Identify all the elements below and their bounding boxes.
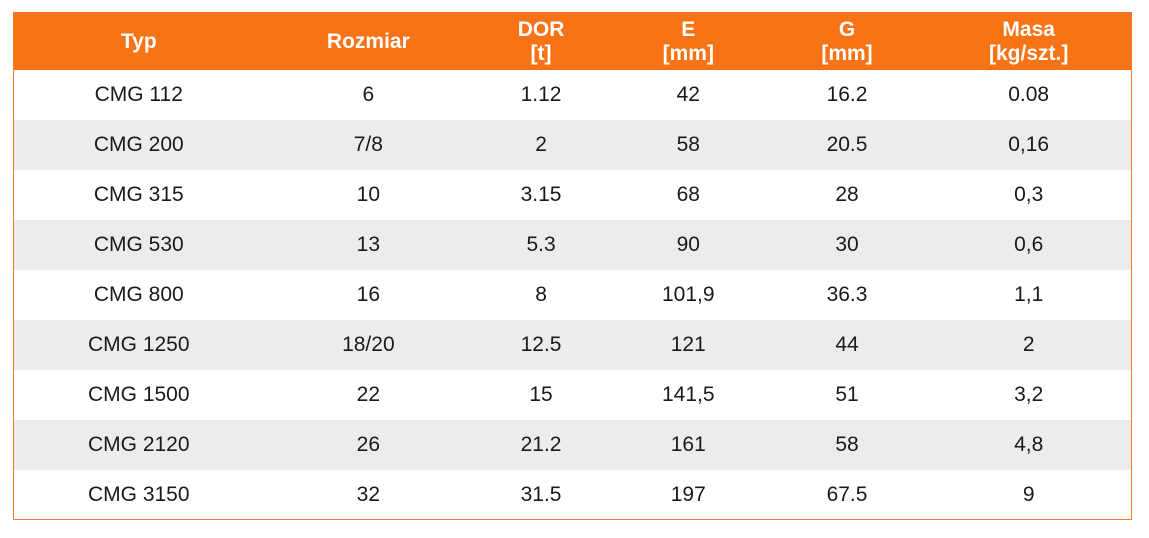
cell-typ: CMG 1250 — [88, 333, 190, 356]
cell-rozmiar: 18/20 — [342, 333, 395, 356]
table-row: CMG 315 10 3.15 68 28 0,3 — [14, 170, 1131, 220]
header-typ: Typ — [14, 13, 264, 70]
header-masa: Masa [kg/szt.] — [926, 13, 1131, 70]
cell-g: 28 — [835, 183, 859, 206]
header-rozmiar-label: Rozmiar — [326, 29, 410, 53]
cell-masa: 4,8 — [1014, 433, 1044, 456]
header-g-unit: [mm] — [821, 41, 873, 65]
cell-dor: 5.3 — [526, 233, 556, 256]
cell-rozmiar: 13 — [356, 233, 381, 256]
cell-e: 58 — [676, 133, 700, 156]
header-dor-label: DOR — [517, 17, 565, 41]
header-g: G [mm] — [768, 13, 927, 70]
header-e: E [mm] — [609, 13, 768, 70]
cell-typ: CMG 800 — [93, 283, 184, 306]
header-rozmiar: Rozmiar — [264, 13, 474, 70]
cell-masa: 0,16 — [1008, 133, 1050, 156]
cell-e: 68 — [676, 183, 700, 206]
cell-rozmiar: 16 — [356, 283, 381, 306]
table-row: CMG 3150 32 31.5 197 67.5 9 — [14, 470, 1131, 520]
cell-typ: CMG 2120 — [88, 433, 190, 456]
cell-typ: CMG 1500 — [88, 383, 190, 406]
cell-e: 197 — [670, 483, 706, 506]
header-dor: DOR [t] — [473, 13, 609, 70]
specification-table: Typ Rozmiar DOR [t] E [mm] G [mm] Masa [… — [13, 12, 1132, 520]
header-g-label: G — [838, 17, 856, 41]
table-row: CMG 1250 18/20 12.5 121 44 2 — [14, 320, 1131, 370]
table-row: CMG 2120 26 21.2 161 58 4,8 — [14, 420, 1131, 470]
cell-masa: 9 — [1022, 483, 1035, 506]
cell-e: 141,5 — [662, 383, 715, 406]
header-masa-unit: [kg/szt.] — [989, 41, 1069, 65]
cell-typ: CMG 3150 — [88, 483, 190, 506]
cell-g: 36.3 — [826, 283, 868, 306]
table-row: CMG 1500 22 15 141,5 51 3,2 — [14, 370, 1131, 420]
cell-dor: 21.2 — [520, 433, 562, 456]
cell-e: 90 — [676, 233, 700, 256]
header-masa-label: Masa — [1002, 17, 1055, 41]
cell-e: 161 — [670, 433, 706, 456]
header-typ-label: Typ — [120, 29, 157, 53]
cell-e: 101,9 — [662, 283, 715, 306]
cell-rozmiar: 10 — [356, 183, 381, 206]
cell-g: 51 — [835, 383, 859, 406]
cell-rozmiar: 32 — [356, 483, 381, 506]
cell-g: 30 — [835, 233, 859, 256]
table-row: CMG 200 7/8 2 58 20.5 0,16 — [14, 120, 1131, 170]
cell-typ: CMG 200 — [93, 133, 184, 156]
table-row: CMG 112 6 1.12 42 16.2 0.08 — [14, 70, 1131, 120]
cell-dor: 1.12 — [520, 83, 562, 106]
cell-dor: 8 — [535, 283, 547, 306]
cell-rozmiar: 7/8 — [353, 133, 383, 156]
cell-typ: CMG 530 — [93, 233, 184, 256]
cell-g: 20.5 — [826, 133, 868, 156]
table-row: CMG 530 13 5.3 90 30 0,6 — [14, 220, 1131, 270]
cell-dor: 31.5 — [520, 483, 562, 506]
header-dor-unit: [t] — [530, 41, 552, 65]
cell-typ: CMG 315 — [93, 183, 184, 206]
cell-dor: 12.5 — [520, 333, 562, 356]
cell-masa: 0.08 — [1008, 83, 1050, 106]
cell-masa: 1,1 — [1014, 283, 1044, 306]
cell-g: 44 — [835, 333, 859, 356]
cell-g: 58 — [835, 433, 859, 456]
cell-g: 16.2 — [826, 83, 868, 106]
cell-dor: 15 — [529, 383, 553, 406]
cell-rozmiar: 6 — [362, 83, 375, 106]
cell-masa: 3,2 — [1014, 383, 1044, 406]
cell-masa: 0,6 — [1014, 233, 1044, 256]
cell-masa: 0,3 — [1014, 183, 1044, 206]
header-e-unit: [mm] — [662, 41, 714, 65]
cell-e: 121 — [670, 333, 706, 356]
cell-typ: CMG 112 — [94, 83, 183, 106]
cell-g: 67.5 — [826, 483, 868, 506]
cell-rozmiar: 22 — [356, 383, 381, 406]
cell-dor: 3.15 — [520, 183, 562, 206]
cell-dor: 2 — [535, 133, 547, 156]
cell-masa: 2 — [1022, 333, 1035, 356]
table-row: CMG 800 16 8 101,9 36.3 1,1 — [14, 270, 1131, 320]
header-e-label: E — [681, 17, 696, 41]
cell-rozmiar: 26 — [356, 433, 381, 456]
table-header: Typ Rozmiar DOR [t] E [mm] G [mm] Masa [… — [14, 13, 1131, 70]
cell-e: 42 — [676, 83, 700, 106]
